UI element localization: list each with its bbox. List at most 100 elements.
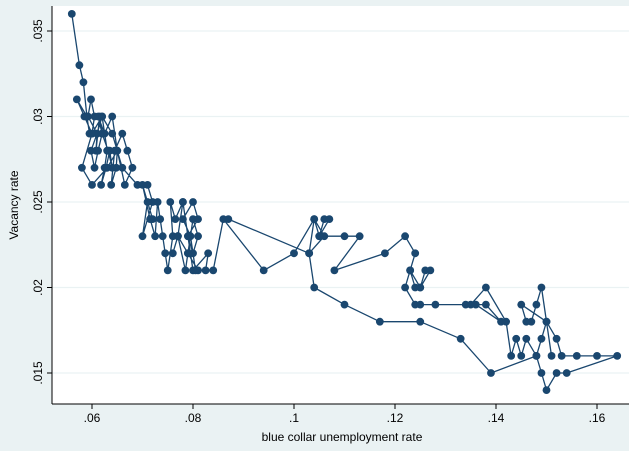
data-point bbox=[532, 300, 541, 309]
data-point bbox=[411, 249, 420, 258]
x-tick-label: .14 bbox=[488, 411, 505, 425]
y-tick-label: .015 bbox=[31, 361, 45, 385]
data-point bbox=[107, 181, 116, 189]
data-series bbox=[67, 10, 622, 394]
data-point bbox=[118, 163, 127, 172]
data-point bbox=[224, 215, 233, 224]
data-point bbox=[310, 215, 319, 224]
data-point bbox=[325, 215, 334, 224]
data-point bbox=[532, 352, 541, 360]
data-point bbox=[562, 369, 571, 377]
data-point bbox=[431, 300, 440, 309]
data-point bbox=[204, 249, 213, 258]
data-point bbox=[87, 146, 95, 155]
data-point bbox=[416, 317, 425, 326]
data-point bbox=[79, 78, 88, 87]
data-point bbox=[113, 146, 122, 155]
data-point bbox=[593, 352, 601, 360]
data-point bbox=[67, 10, 76, 18]
data-point bbox=[456, 334, 465, 343]
data-point bbox=[512, 334, 521, 343]
data-point bbox=[547, 352, 556, 360]
data-point bbox=[128, 163, 137, 172]
data-point bbox=[502, 317, 510, 326]
data-point bbox=[161, 249, 170, 258]
data-point bbox=[108, 112, 117, 121]
data-point bbox=[537, 283, 546, 292]
data-point bbox=[158, 232, 167, 241]
data-point bbox=[355, 232, 364, 241]
data-point bbox=[572, 352, 581, 360]
plot-area bbox=[52, 6, 629, 404]
y-axis-title: Vacancy rate bbox=[7, 170, 21, 239]
data-point bbox=[517, 352, 526, 360]
data-point bbox=[191, 266, 200, 275]
data-point bbox=[375, 317, 384, 326]
data-point bbox=[138, 181, 147, 189]
data-point bbox=[310, 283, 319, 292]
data-point bbox=[171, 215, 180, 224]
data-point bbox=[118, 129, 127, 138]
data-point bbox=[552, 334, 561, 343]
data-point bbox=[201, 266, 210, 275]
x-tick-label: .16 bbox=[589, 411, 606, 425]
data-point bbox=[542, 317, 551, 326]
data-point bbox=[179, 215, 187, 224]
data-point bbox=[181, 266, 190, 275]
data-point bbox=[78, 163, 86, 172]
data-point bbox=[315, 232, 324, 241]
data-point bbox=[108, 129, 117, 138]
data-point bbox=[90, 163, 99, 172]
data-point bbox=[179, 198, 187, 206]
data-point bbox=[166, 198, 175, 206]
x-tick-label: .12 bbox=[387, 411, 404, 425]
data-point bbox=[537, 369, 546, 377]
data-point bbox=[426, 266, 435, 275]
data-point bbox=[173, 232, 182, 241]
data-point bbox=[194, 232, 202, 241]
data-point bbox=[482, 283, 490, 292]
y-tick-label: .03 bbox=[31, 108, 45, 125]
data-point bbox=[103, 163, 112, 172]
data-point bbox=[186, 232, 195, 241]
data-point bbox=[517, 300, 526, 309]
data-point bbox=[482, 300, 490, 309]
data-point bbox=[184, 249, 192, 258]
data-point bbox=[305, 249, 314, 258]
data-point bbox=[330, 266, 339, 275]
data-point bbox=[406, 266, 415, 275]
data-point bbox=[88, 181, 96, 189]
data-point bbox=[189, 198, 197, 206]
data-point bbox=[104, 146, 113, 155]
data-point bbox=[88, 129, 96, 138]
x-tick-label: .06 bbox=[84, 411, 101, 425]
x-tick-label: .1 bbox=[289, 411, 299, 425]
data-point bbox=[209, 266, 218, 275]
data-point bbox=[507, 352, 516, 360]
data-point bbox=[146, 215, 154, 224]
x-axis-title: blue collar unemployment rate bbox=[262, 430, 423, 444]
data-point bbox=[542, 386, 551, 394]
data-point bbox=[112, 163, 121, 172]
data-point bbox=[168, 249, 177, 258]
data-point bbox=[487, 369, 495, 377]
y-tick-label: .02 bbox=[31, 279, 45, 296]
data-point bbox=[613, 352, 622, 360]
data-point bbox=[340, 300, 349, 309]
x-tick-label: .08 bbox=[185, 411, 202, 425]
axes: .06 .08 .1 .12 .14 .16 .015 .02 .025 .03 .035 bbox=[31, 6, 629, 425]
data-point bbox=[290, 249, 298, 258]
data-point bbox=[120, 181, 129, 189]
data-point bbox=[259, 266, 268, 275]
data-point bbox=[466, 300, 475, 309]
data-point bbox=[552, 369, 561, 377]
data-point bbox=[84, 112, 92, 121]
data-point bbox=[522, 334, 531, 343]
data-point bbox=[156, 215, 165, 224]
data-point bbox=[100, 129, 109, 138]
data-point bbox=[401, 232, 409, 241]
data-point bbox=[411, 283, 420, 292]
data-point bbox=[381, 249, 389, 258]
data-point bbox=[94, 146, 102, 155]
